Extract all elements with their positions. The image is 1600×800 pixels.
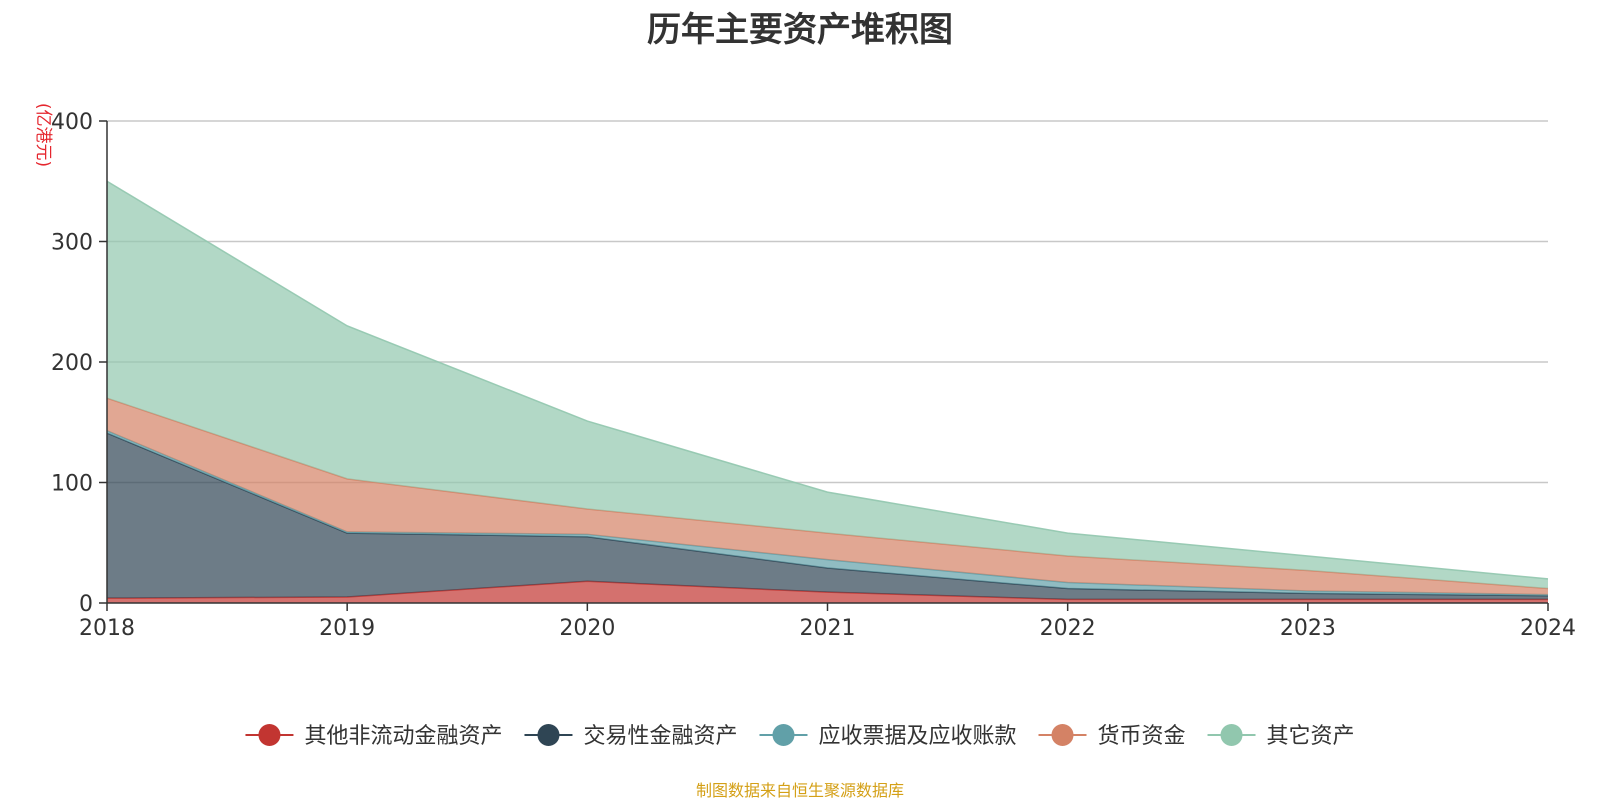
area-series-layer xyxy=(106,180,1549,603)
area-series-3 xyxy=(107,398,1548,595)
source-note: 制图数据来自恒生聚源数据库 xyxy=(695,781,904,800)
legend-label: 其他非流动金融资产 xyxy=(304,724,502,749)
y-tick-label: 100 xyxy=(51,472,93,497)
legend-item-4[interactable]: 其它资产 xyxy=(1207,724,1355,749)
x-tick-label: 2022 xyxy=(1040,616,1096,641)
x-tick-label: 2018 xyxy=(79,616,135,641)
chart-title: 历年主要资产堆积图 xyxy=(647,10,953,50)
x-tick-label: 2020 xyxy=(559,616,615,641)
legend-label: 应收票据及应收账款 xyxy=(818,724,1016,749)
x-tick-label: 2023 xyxy=(1280,616,1336,641)
legend-item-2[interactable]: 应收票据及应收账款 xyxy=(759,724,1017,749)
y-tick-label: 300 xyxy=(51,231,93,256)
x-tick-label: 2021 xyxy=(800,616,856,641)
legend-label: 交易性金融资产 xyxy=(583,724,737,749)
legend-item-3[interactable]: 货币资金 xyxy=(1038,724,1186,749)
legend-item-1[interactable]: 交易性金融资产 xyxy=(524,724,737,749)
legend-circle-marker xyxy=(772,724,795,746)
legend-label: 其它资产 xyxy=(1267,724,1355,749)
legend-item-0[interactable]: 其他非流动金融资产 xyxy=(245,724,502,749)
x-tick-label: 2024 xyxy=(1520,616,1576,641)
y-axis-unit-label: (亿港元) xyxy=(33,103,53,167)
x-tick-label: 2019 xyxy=(319,616,375,641)
axes: 0 100 200 300 400 2018 2019 2020 2021 2022 2023 202… xyxy=(51,110,1576,641)
y-tick-label: 200 xyxy=(51,351,93,376)
y-tick-label: 400 xyxy=(51,110,93,135)
area-series-4 xyxy=(107,181,1548,589)
y-tick-label: 0 xyxy=(79,592,93,617)
area-series-1 xyxy=(107,433,1548,600)
legend-circle-marker xyxy=(1220,724,1243,746)
legend-label: 货币资金 xyxy=(1098,724,1186,749)
series-line-4 xyxy=(106,180,1549,580)
area-series-2 xyxy=(107,430,1548,596)
legend-circle-marker xyxy=(1051,724,1074,746)
legend-circle-marker xyxy=(537,724,560,746)
legend: 其他非流动金融资产 交易性金融资产 应收票据及应收账款 货币资金 其它资产 xyxy=(245,724,1355,749)
legend-circle-marker xyxy=(258,724,281,746)
